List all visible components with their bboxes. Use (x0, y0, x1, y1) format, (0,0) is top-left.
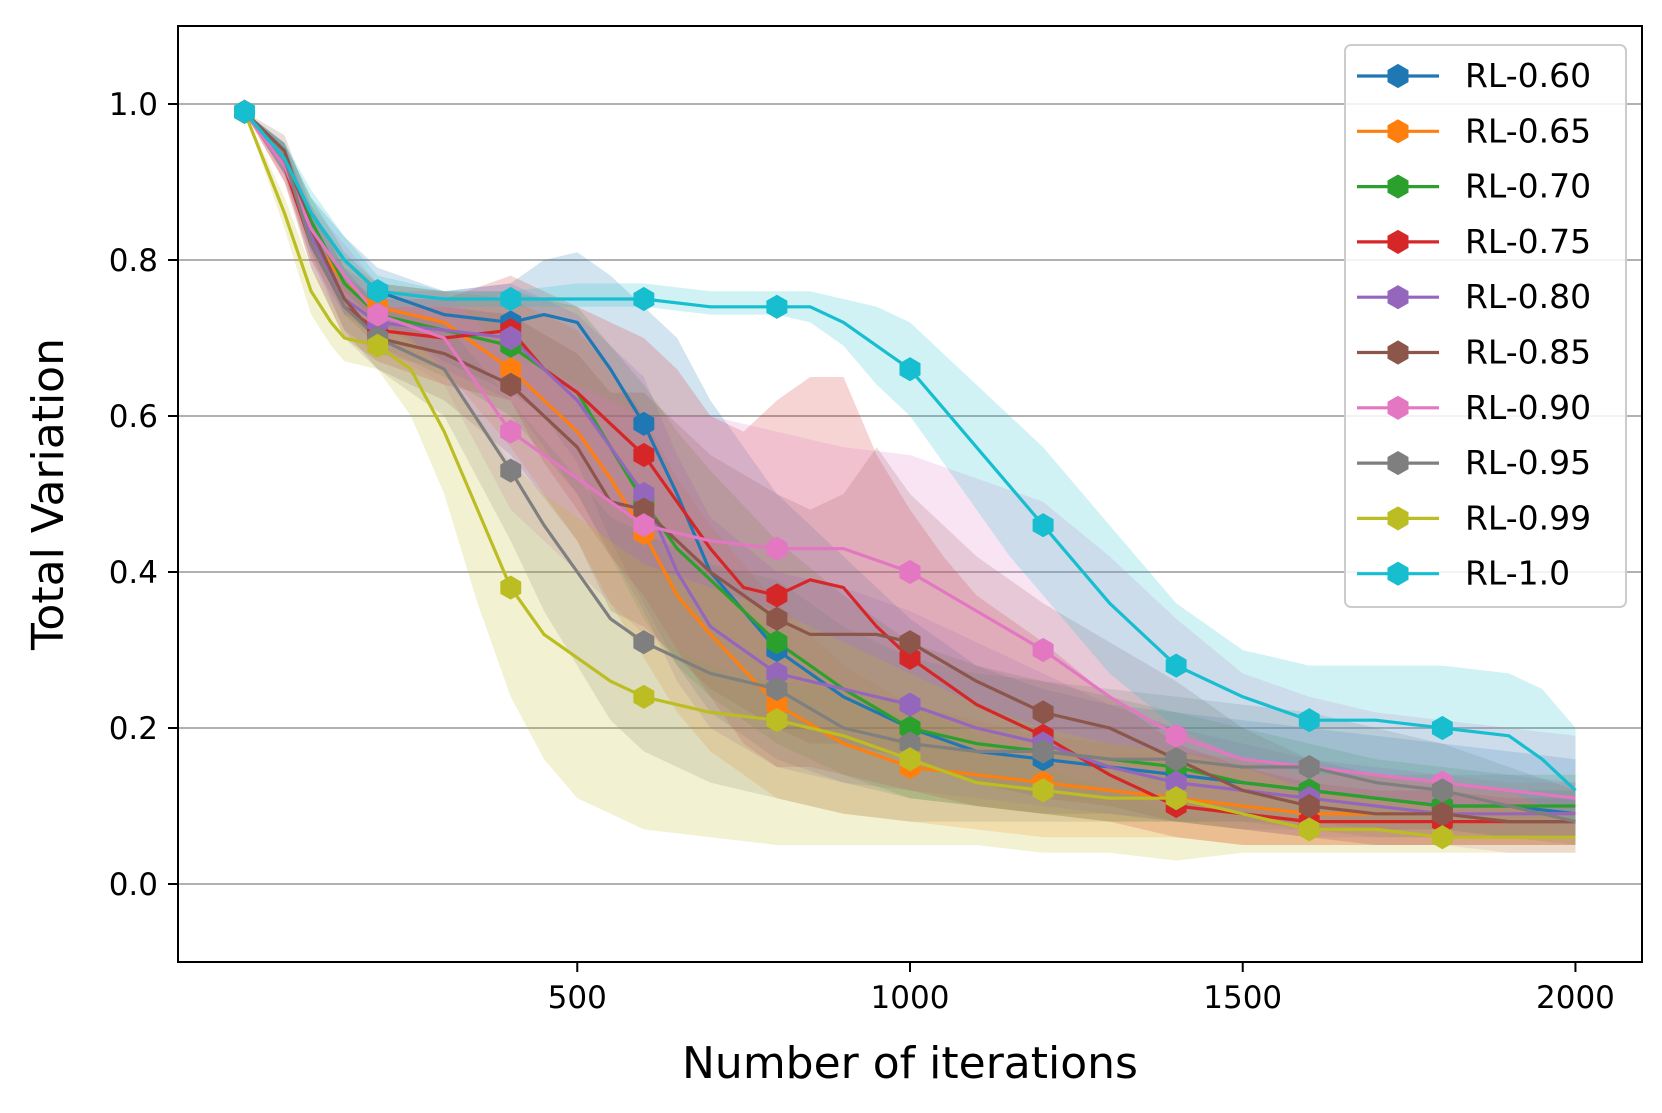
axis-ticks: 500 1000 1500 2000 0.0 0.2 0.4 0.6 0.8 1.0 (109, 87, 1615, 1016)
marker-RL-0.90 (899, 559, 921, 585)
marker-RL-0.95 (1032, 739, 1054, 764)
y-tick-label: 0.0 (109, 867, 158, 903)
legend-marker-RL-0.65 (1387, 119, 1409, 144)
y-axis-label: Total Variation (23, 338, 74, 651)
legend-marker-RL-0.90 (1387, 395, 1409, 420)
marker-RL-0.99 (633, 684, 655, 709)
marker-RL-0.80 (500, 325, 522, 351)
marker-RL-1.0 (1165, 653, 1187, 678)
y-tick-label: 0.4 (109, 555, 158, 591)
marker-RL-0.99 (1431, 825, 1453, 850)
x-tick-label: 1000 (871, 980, 950, 1016)
x-tick-label: 1500 (1203, 980, 1282, 1016)
marker-RL-0.75 (633, 442, 655, 468)
legend-label: RL-1.0 (1465, 554, 1570, 593)
marker-RL-0.60 (633, 411, 655, 436)
marker-RL-0.85 (766, 606, 788, 631)
marker-RL-0.95 (1431, 778, 1453, 803)
marker-RL-0.95 (633, 630, 655, 655)
legend-marker-RL-0.75 (1387, 229, 1409, 254)
legend-label: RL-0.95 (1465, 443, 1591, 482)
marker-RL-0.99 (367, 333, 389, 358)
legend-label: RL-0.60 (1465, 56, 1591, 95)
marker-RL-0.99 (1032, 778, 1054, 803)
legend-marker-RL-0.85 (1387, 340, 1409, 365)
marker-RL-1.0 (367, 279, 389, 304)
marker-RL-1.0 (1032, 513, 1054, 538)
legend-marker-RL-0.60 (1387, 63, 1409, 89)
band-RL-1.0 (244, 111, 1576, 822)
line-RL-0.85 (243, 110, 1576, 824)
marker-RL-0.95 (1165, 747, 1187, 772)
y-tick-label: 0.8 (109, 243, 158, 279)
marker-RL-1.0 (633, 286, 655, 312)
band-RL-0.60 (244, 111, 1576, 838)
marker-RL-0.99 (500, 575, 522, 600)
line-RL-0.99 (243, 111, 1576, 839)
marker-RL-0.95 (766, 676, 788, 702)
marker-RL-0.85 (899, 630, 921, 655)
marker-RL-0.75 (899, 645, 921, 670)
marker-RL-0.70 (766, 630, 788, 655)
legend-label: RL-0.75 (1465, 222, 1591, 261)
marker-RL-0.85 (500, 372, 522, 397)
band-RL-0.80 (244, 111, 1576, 838)
marker-RL-0.99 (899, 747, 921, 772)
legend-label: RL-0.90 (1465, 388, 1591, 427)
line-RL-1.0 (243, 110, 1577, 792)
legend-marker-RL-0.70 (1387, 174, 1409, 199)
band-RL-0.99 (244, 111, 1576, 861)
marker-RL-0.90 (766, 536, 788, 561)
marker-RL-0.99 (1298, 817, 1320, 842)
marker-RL-0.80 (899, 692, 921, 717)
marker-RL-1.0 (234, 99, 255, 124)
x-tick-label: 500 (548, 980, 607, 1016)
y-tick-label: 0.2 (109, 711, 158, 747)
legend-marker-RL-0.99 (1387, 506, 1409, 531)
marker-RL-0.99 (1165, 786, 1187, 811)
marker-RL-0.99 (766, 708, 788, 733)
x-tick-label: 2000 (1536, 980, 1615, 1016)
marker-RL-1.0 (500, 286, 522, 312)
marker-RL-0.90 (1032, 637, 1054, 663)
marker-RL-1.0 (1298, 708, 1320, 733)
marker-RL-0.90 (500, 419, 522, 444)
marker-RL-0.85 (1032, 700, 1054, 725)
legend-marker-RL-0.95 (1387, 451, 1409, 476)
marker-RL-0.95 (1298, 754, 1320, 780)
series-markers (234, 99, 1453, 850)
legend-label: RL-0.80 (1465, 277, 1591, 316)
band-RL-0.90 (244, 111, 1576, 853)
marker-RL-1.0 (899, 357, 921, 382)
y-tick-label: 0.6 (109, 399, 158, 435)
legend-label: RL-0.85 (1465, 333, 1591, 372)
marker-RL-1.0 (1431, 715, 1453, 741)
legend-label: RL-0.99 (1465, 498, 1591, 537)
marker-RL-1.0 (766, 294, 788, 319)
legend-label: RL-0.70 (1465, 167, 1591, 206)
legend-label: RL-0.65 (1465, 111, 1591, 150)
y-tick-label: 1.0 (109, 87, 158, 123)
marker-RL-0.90 (633, 513, 655, 538)
x-axis-label: Number of iterations (682, 1038, 1138, 1089)
marker-RL-0.95 (500, 458, 522, 483)
legend-marker-RL-1.0 (1387, 561, 1409, 586)
legend-marker-RL-0.80 (1387, 285, 1409, 310)
line-RL-0.90 (243, 110, 1576, 800)
band-RL-0.70 (244, 111, 1576, 838)
legend: RL-0.60 RL-0.65 RL-0.70 RL-0.75 RL-0.80 RL-0.… (1344, 44, 1627, 608)
band-RL-0.95 (244, 111, 1576, 846)
